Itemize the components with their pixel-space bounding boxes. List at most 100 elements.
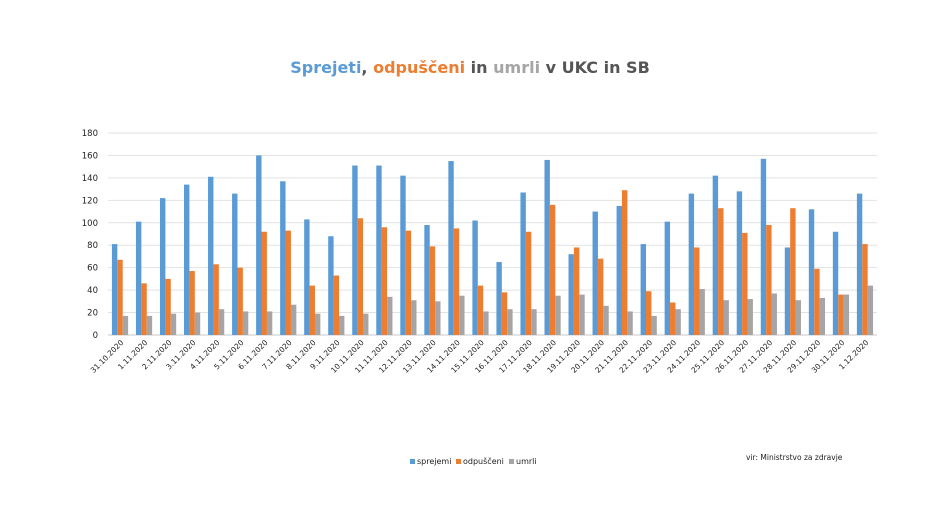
bar-odpuščeni-8 [309, 285, 315, 335]
bar-umrli-3 [194, 312, 201, 335]
bar-sprejemi-8 [304, 219, 310, 335]
legend-swatch [456, 459, 461, 464]
bar-odpuščeni-25 [718, 208, 724, 335]
bar-sprejemi-4 [208, 176, 214, 335]
bar-odpuščeni-0 [117, 259, 123, 335]
bar-sprejemi-15 [472, 220, 478, 335]
bar-odpuščeni-13 [429, 246, 436, 335]
chart-title: Sprejeti, odpuščeni in umrli v UKC in SB [0, 58, 940, 77]
bar-sprejemi-18 [544, 159, 550, 335]
legend-item-sprejemi: sprejemi [410, 457, 451, 466]
bar-umrli-10 [363, 313, 369, 335]
bar-umrli-7 [290, 304, 297, 335]
bars [111, 155, 874, 335]
bar-umrli-5 [242, 311, 249, 335]
title-part-2: odpuščeni [373, 58, 466, 77]
bar-umrli-6 [266, 311, 273, 335]
bar-umrli-9 [338, 315, 345, 335]
y-tick-label: 0 [93, 331, 98, 341]
bar-umrli-16 [507, 309, 513, 335]
bar-umrli-25 [723, 300, 729, 335]
bar-umrli-8 [314, 313, 321, 335]
bar-odpuščeni-10 [357, 218, 364, 335]
bar-sprejemi-22 [640, 244, 647, 335]
bar-sprejemi-26 [736, 191, 743, 335]
bar-sprejemi-20 [592, 211, 598, 335]
bar-sprejemi-17 [520, 192, 526, 335]
bar-odpuščeni-26 [742, 232, 748, 335]
bar-umrli-1 [146, 315, 153, 335]
bar-sprejemi-3 [184, 184, 190, 335]
bar-umrli-30 [843, 294, 850, 335]
bar-sprejemi-12 [400, 175, 406, 335]
bar-sprejemi-21 [616, 205, 622, 335]
bar-odpuščeni-23 [670, 302, 676, 335]
bar-sprejemi-7 [280, 181, 286, 335]
bar-sprejemi-31 [856, 193, 863, 335]
bar-odpuščeni-6 [261, 231, 267, 335]
legend-label: odpuščeni [463, 456, 504, 466]
bar-sprejemi-24 [688, 193, 695, 335]
bar-odpuščeni-14 [453, 228, 460, 335]
bar-umrli-14 [459, 295, 465, 335]
bar-sprejemi-9 [328, 236, 334, 335]
bar-umrli-27 [771, 293, 777, 335]
title-part-0: Sprejeti [290, 58, 362, 77]
bar-umrli-24 [699, 288, 705, 335]
bar-odpuščeni-12 [405, 230, 412, 335]
bar-odpuščeni-16 [501, 292, 508, 335]
y-tick-label: 180 [82, 129, 98, 139]
title-part-3: in [465, 58, 494, 77]
bar-sprejemi-6 [256, 155, 262, 335]
legend-swatch [410, 459, 415, 464]
bar-umrli-13 [435, 301, 441, 335]
legend-item-odpuščeni: odpuščeni [456, 456, 504, 466]
bar-umrli-26 [747, 299, 753, 335]
legend-label: sprejemi [417, 457, 451, 466]
bar-umrli-0 [122, 315, 129, 335]
bar-odpuščeni-15 [477, 285, 484, 335]
y-tick-label: 100 [82, 219, 98, 229]
bar-odpuščeni-1 [141, 283, 147, 335]
bar-odpuščeni-24 [694, 247, 700, 335]
bar-odpuščeni-30 [838, 294, 844, 335]
bar-odpuščeni-11 [381, 227, 388, 335]
y-axis: 0 20 40 60 80 100 120 140 160 180 [82, 129, 98, 341]
bar-umrli-31 [867, 285, 874, 335]
title-part-5: v UKC in SB [540, 58, 650, 77]
bar-odpuščeni-20 [597, 258, 604, 335]
title-part-4: umrli [493, 58, 541, 77]
y-tick-label: 120 [82, 196, 98, 206]
bar-umrli-28 [795, 300, 801, 335]
bar-sprejemi-25 [712, 175, 719, 335]
bar-umrli-12 [411, 300, 417, 335]
bar-umrli-15 [483, 311, 489, 335]
bar-odpuščeni-4 [213, 264, 219, 335]
bar-sprejemi-30 [832, 231, 839, 335]
bar-umrli-29 [819, 297, 826, 335]
bar-odpuščeni-18 [549, 204, 556, 335]
y-tick-label: 40 [87, 286, 98, 296]
bar-umrli-11 [387, 296, 393, 335]
bar-odpuščeni-19 [573, 247, 580, 335]
bar-umrli-17 [531, 309, 537, 335]
bar-odpuščeni-27 [766, 225, 772, 335]
bar-odpuščeni-31 [862, 244, 868, 335]
bar-sprejemi-10 [352, 165, 358, 335]
bar-umrli-2 [170, 313, 177, 335]
bar-odpuščeni-3 [189, 271, 195, 335]
bar-odpuščeni-29 [814, 268, 820, 335]
bar-sprejemi-5 [232, 193, 238, 335]
bar-sprejemi-11 [376, 165, 382, 335]
bar-umrli-19 [579, 294, 585, 335]
legend-label: umrli [516, 457, 537, 466]
bar-umrli-23 [675, 309, 681, 335]
legend-swatch [509, 459, 514, 464]
bar-odpuščeni-7 [285, 230, 291, 335]
bar-umrli-4 [218, 309, 225, 335]
bar-odpuščeni-2 [165, 278, 171, 335]
bar-sprejemi-2 [159, 198, 166, 335]
title-part-1: , [361, 58, 374, 77]
bar-sprejemi-0 [111, 244, 118, 335]
